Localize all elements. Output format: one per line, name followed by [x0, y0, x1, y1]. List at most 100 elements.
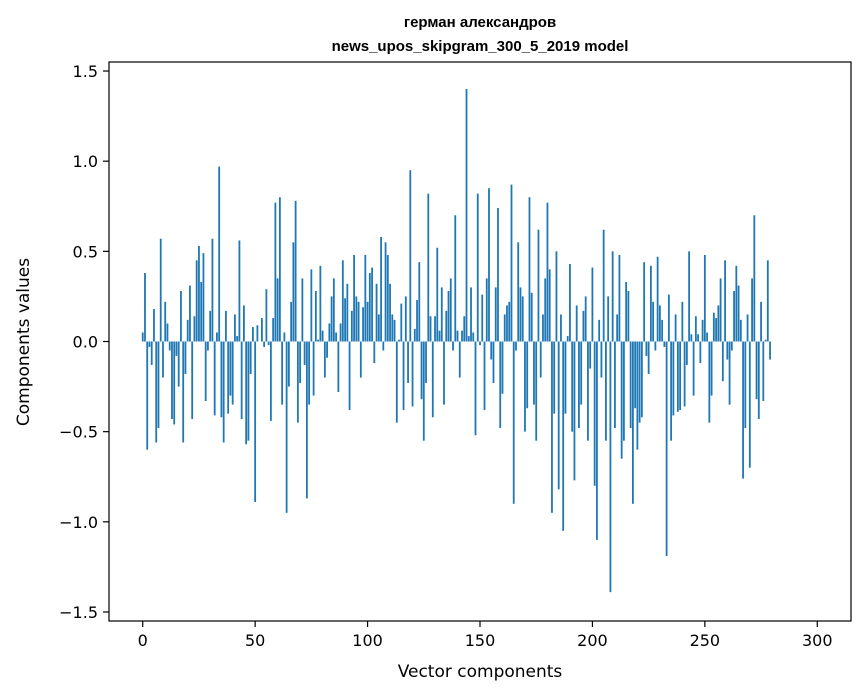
bar — [285, 341, 288, 513]
bar — [708, 341, 711, 423]
bar — [438, 330, 441, 342]
bar — [319, 265, 322, 342]
bar — [528, 197, 531, 342]
bar — [526, 341, 529, 409]
bar — [456, 330, 459, 342]
bar — [335, 332, 337, 342]
bar — [667, 294, 670, 342]
bar — [155, 341, 158, 443]
bar — [467, 336, 470, 342]
bar — [701, 319, 704, 342]
bar — [422, 341, 425, 441]
bar — [587, 341, 589, 441]
bar — [461, 330, 463, 342]
bar — [431, 341, 434, 418]
bar — [382, 341, 385, 351]
bar — [636, 341, 639, 450]
bar — [656, 256, 659, 342]
bar — [375, 283, 378, 342]
bar — [153, 309, 155, 342]
bar — [609, 341, 612, 593]
bar — [261, 318, 263, 342]
bar — [694, 316, 697, 342]
chart-title-line-2: news_upos_skipgram_300_5_2019 model — [332, 38, 629, 55]
bar — [719, 278, 722, 342]
bar — [434, 316, 436, 342]
bar — [191, 341, 194, 420]
bar — [189, 285, 191, 342]
bar — [198, 245, 200, 342]
y-tick-label: −0.5 — [59, 423, 98, 442]
bar — [625, 281, 628, 342]
bar — [195, 260, 198, 342]
bar — [699, 341, 702, 364]
bar — [308, 341, 311, 405]
bar — [184, 341, 187, 374]
x-tick-label: 0 — [138, 631, 148, 650]
bar — [735, 265, 738, 342]
bar — [173, 341, 176, 425]
y-tick-label: −1.5 — [59, 603, 98, 622]
bar — [418, 262, 421, 342]
x-tick-label: 150 — [465, 631, 496, 650]
bar — [166, 323, 169, 342]
bar — [589, 341, 592, 369]
bar — [393, 319, 396, 342]
bar — [483, 341, 486, 411]
bar — [665, 341, 668, 557]
bar — [213, 341, 216, 416]
bar — [168, 341, 171, 351]
y-axis-ticks: 1.5 1.0 0.5 0.0 −0.5 −1.0 −1.5 — [59, 62, 109, 622]
bar — [497, 208, 499, 342]
bar — [506, 305, 508, 342]
bar — [769, 341, 771, 360]
plot-frame — [108, 61, 852, 622]
bar — [688, 251, 691, 342]
bar — [748, 341, 751, 468]
bar — [283, 332, 286, 342]
bar — [229, 341, 232, 396]
bar — [454, 215, 457, 342]
bar — [207, 341, 209, 351]
bar — [141, 332, 144, 342]
bar — [463, 316, 466, 342]
bar — [596, 341, 598, 540]
bar — [605, 341, 607, 441]
bar — [524, 341, 526, 432]
bar — [737, 285, 740, 342]
bar — [584, 296, 587, 342]
bar — [690, 334, 693, 342]
bar — [721, 341, 724, 382]
bar — [578, 341, 580, 429]
bar — [728, 341, 731, 405]
bar — [692, 341, 695, 396]
bar — [470, 287, 472, 342]
bar — [742, 341, 744, 479]
bar — [180, 291, 182, 342]
bar — [323, 341, 326, 378]
bar — [216, 332, 218, 342]
bar — [730, 341, 733, 351]
bar — [503, 314, 506, 342]
bar — [243, 305, 245, 342]
bar — [674, 314, 677, 342]
bar — [627, 291, 630, 342]
bar — [629, 341, 632, 429]
bar — [146, 341, 149, 450]
bar — [679, 341, 682, 411]
bar — [449, 278, 452, 342]
bar — [533, 341, 535, 405]
y-tick-label: 1.0 — [73, 152, 98, 171]
bar — [177, 341, 180, 387]
bar — [753, 215, 756, 342]
bar — [171, 341, 173, 420]
bar — [222, 341, 225, 443]
bar — [294, 200, 297, 342]
bar — [330, 296, 333, 342]
bar — [204, 341, 207, 402]
bar — [458, 341, 461, 378]
y-tick-label: 0.5 — [73, 242, 98, 261]
bar — [371, 267, 373, 342]
bar — [436, 247, 439, 342]
